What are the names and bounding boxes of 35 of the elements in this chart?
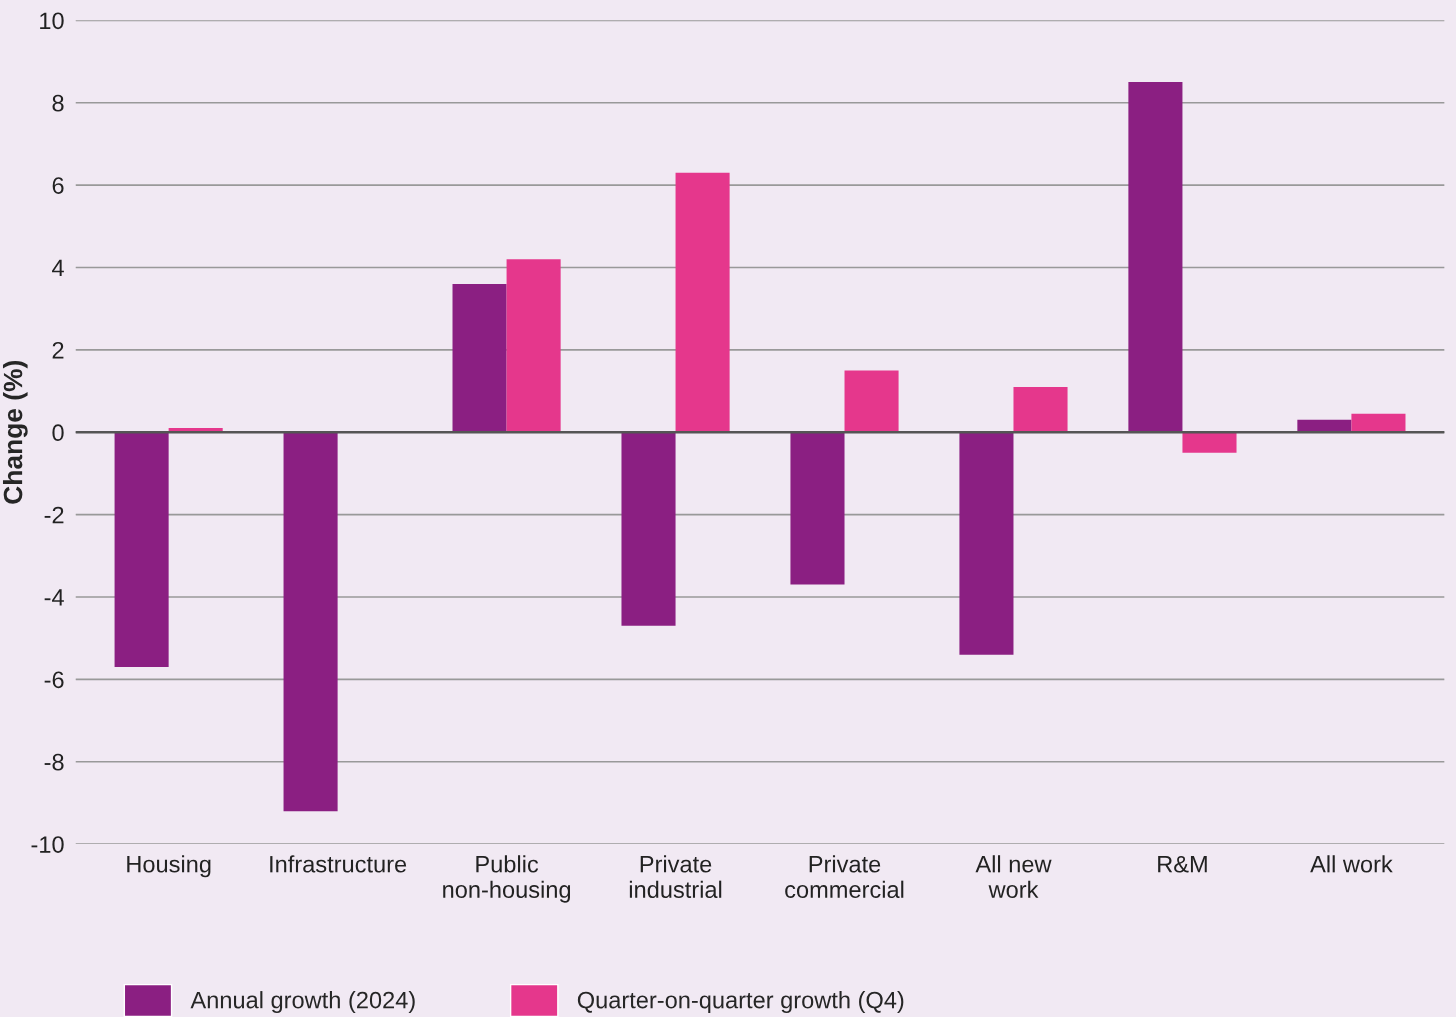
y-tick-label: -2	[44, 506, 64, 524]
bar	[283, 432, 338, 812]
bar	[1182, 432, 1237, 453]
bar	[1128, 82, 1183, 433]
y-tick-label: -4	[44, 589, 64, 606]
bar	[959, 432, 1014, 655]
y-tick-label: -8	[44, 753, 64, 771]
x-tick-label: R&M	[1158, 856, 1207, 873]
bar	[114, 432, 169, 667]
y-tick-label: 4	[52, 259, 64, 277]
bar	[452, 283, 507, 433]
y-tick-label: -10	[31, 836, 64, 853]
y-axis-title: Change (%)	[2, 360, 28, 504]
legend-label: Quarter-on-quarter growth (Q4)	[577, 991, 904, 1014]
x-tick-label: Private commercial	[785, 855, 904, 898]
bar	[506, 259, 561, 433]
x-tick-label: Private industrial	[629, 855, 722, 898]
y-tick-label: 2	[52, 341, 64, 359]
y-tick-label: 0	[52, 424, 64, 442]
bar	[675, 172, 730, 433]
x-tick-label: All work	[1310, 855, 1393, 873]
x-tick-label: Housing	[127, 855, 211, 878]
x-tick-label: Infrastructure	[270, 855, 407, 873]
bar	[844, 370, 899, 433]
y-tick-label: 8	[52, 94, 64, 112]
bar	[790, 432, 845, 585]
legend-label: Annual growth (2024)	[190, 991, 415, 1014]
bar	[621, 432, 676, 626]
y-tick-label: -6	[44, 671, 64, 689]
bar	[1351, 413, 1406, 433]
y-tick-label: 6	[52, 177, 64, 194]
bar	[1013, 386, 1068, 433]
x-tick-label: All new work	[975, 855, 1052, 898]
x-tick-label: Public non-housing	[443, 855, 571, 903]
y-tick-label: 10	[40, 12, 64, 30]
